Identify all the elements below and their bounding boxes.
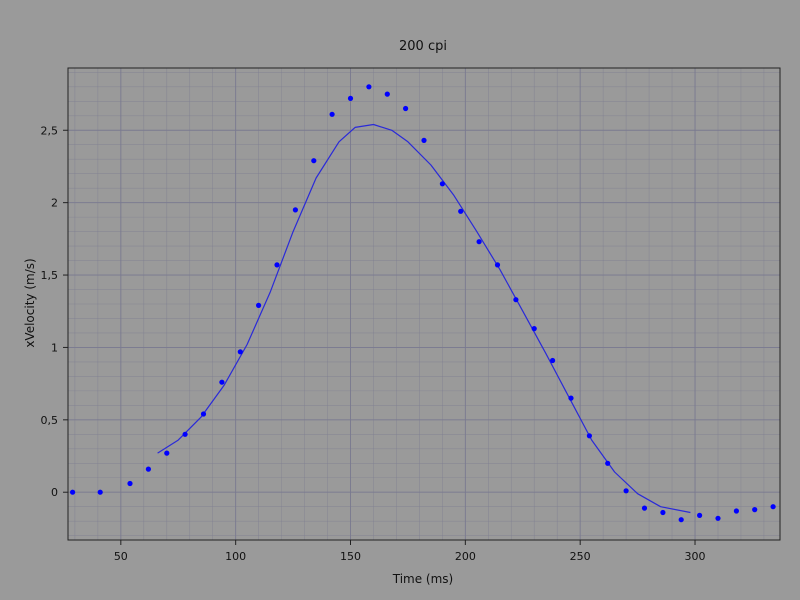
- data-point: [329, 111, 335, 117]
- data-point: [733, 508, 740, 514]
- data-point: [770, 504, 776, 510]
- series-layer: [70, 84, 776, 523]
- data-point: [403, 105, 409, 112]
- x-axis-ticks: 50 100 150 200 250 300: [114, 540, 706, 563]
- y-axis-ticks: 0 0,5 1 1,5 2 2,5: [41, 124, 68, 499]
- data-point: [641, 505, 648, 511]
- data-point: [458, 208, 464, 214]
- data-point: [237, 349, 243, 355]
- y-tick-label: 2: [51, 197, 58, 210]
- x-axis-title: Time (ms): [392, 572, 454, 586]
- chart-title: 200 cpi: [399, 39, 447, 54]
- data-point: [439, 181, 445, 187]
- data-point: [421, 137, 427, 143]
- data-point: [752, 507, 758, 513]
- data-point: [715, 515, 721, 521]
- data-point: [568, 395, 574, 401]
- x-tick-label: 100: [225, 550, 246, 563]
- x-tick-label: 50: [114, 550, 128, 563]
- data-point: [697, 512, 703, 519]
- data-point: [605, 460, 611, 466]
- y-tick-label: 0,5: [41, 414, 59, 427]
- data-point: [219, 379, 225, 385]
- data-point: [274, 262, 280, 268]
- data-point: [311, 158, 317, 164]
- y-tick-label: 1: [51, 341, 58, 354]
- data-point: [292, 207, 298, 213]
- data-point: [550, 357, 556, 364]
- x-tick-label: 250: [570, 550, 591, 563]
- data-point: [586, 433, 593, 439]
- x-tick-label: 300: [685, 550, 706, 563]
- plot-area: [67, 67, 781, 541]
- data-point: [366, 84, 372, 90]
- y-tick-label: 0: [51, 486, 58, 499]
- data-point: [256, 302, 262, 308]
- major-grid: [68, 68, 780, 540]
- y-axis-title: xVelocity (m/s): [23, 258, 37, 347]
- data-point: [623, 488, 629, 494]
- data-point: [347, 95, 354, 101]
- fit-curve: [157, 123, 691, 514]
- data-point: [384, 91, 390, 97]
- y-tick-label: 1,5: [41, 269, 59, 282]
- x-tick-label: 200: [455, 550, 476, 563]
- data-point: [145, 466, 151, 472]
- y-tick-label: 2,5: [41, 124, 59, 137]
- data-point: [70, 489, 76, 495]
- data-point: [182, 431, 188, 437]
- data-point: [678, 517, 684, 523]
- data-point: [660, 509, 666, 516]
- data-point: [531, 326, 537, 332]
- x-tick-label: 150: [340, 550, 361, 563]
- data-point: [200, 411, 207, 417]
- data-point: [164, 450, 170, 456]
- data-point: [97, 489, 103, 495]
- data-point: [494, 262, 501, 268]
- data-point: [476, 239, 482, 245]
- data-point: [513, 297, 519, 303]
- data-point: [127, 480, 133, 487]
